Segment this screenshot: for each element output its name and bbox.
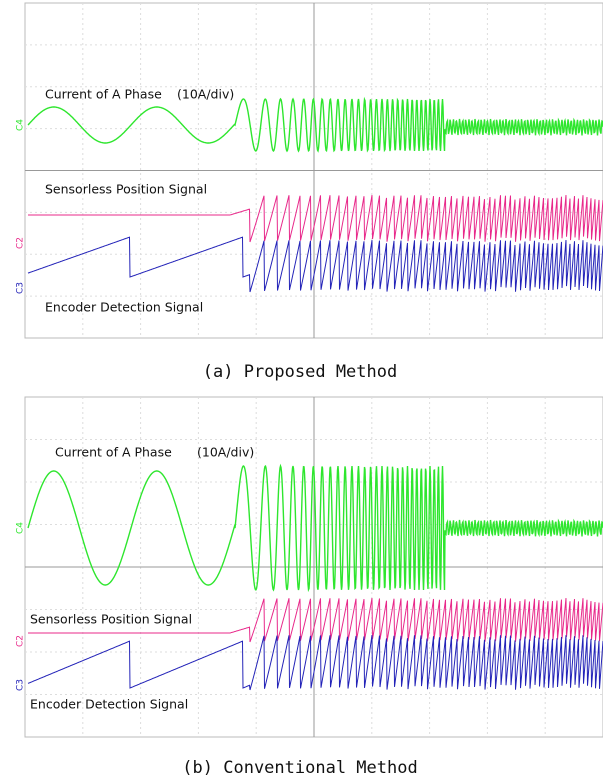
- scale-label: (10A/div): [177, 87, 234, 102]
- trace-label: Current of A Phase: [45, 87, 162, 102]
- channel-label: C3: [16, 282, 26, 294]
- scope-panel: Current of A Phase (10A/div) Sensorless Po…: [16, 397, 603, 778]
- caption: (b) Conventional Method: [182, 758, 417, 778]
- channel-label: C2: [16, 635, 26, 647]
- trace-label: Encoder Detection Signal: [30, 697, 188, 712]
- channel-label: C4: [16, 522, 26, 534]
- channel-label: C3: [16, 679, 26, 691]
- scope-panel: Current of A Phase (10A/div) Sensorless Po…: [16, 3, 603, 382]
- channel-label: C4: [16, 119, 26, 131]
- trace-label: Current of A Phase: [55, 445, 172, 460]
- trace-label: Sensorless Position Signal: [30, 612, 192, 627]
- figure: Current of A Phase (10A/div) Sensorless Po…: [0, 0, 603, 782]
- channel-label: C2: [16, 237, 26, 249]
- trace-label: Sensorless Position Signal: [45, 182, 207, 197]
- scale-label: (10A/div): [197, 445, 254, 460]
- trace-label: Encoder Detection Signal: [45, 300, 203, 315]
- caption: (a) Proposed Method: [203, 362, 397, 382]
